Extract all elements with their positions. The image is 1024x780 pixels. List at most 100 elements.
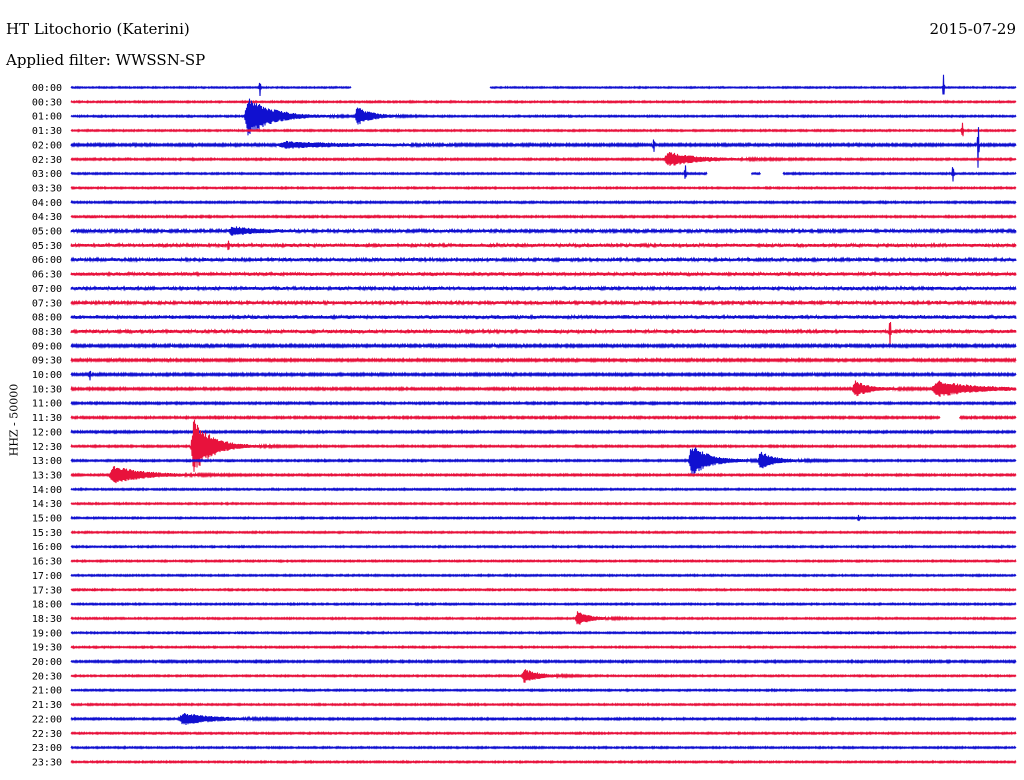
time-tick-label: 18:00 [32, 600, 62, 611]
record-date: 2015-07-29 [929, 20, 1016, 38]
seismogram-trace-1900 [70, 630, 1017, 636]
seismogram-trace-2200 [70, 713, 1017, 726]
seismogram-trace-1600 [70, 544, 1017, 550]
filter-label: Applied filter: WWSSN-SP [6, 51, 206, 69]
time-tick-label: 06:00 [32, 255, 62, 266]
time-tick-label: 08:30 [32, 327, 62, 338]
seismogram-trace-0530 [70, 240, 1017, 251]
time-tick-label: 20:00 [32, 657, 62, 668]
time-tick-label: 23:00 [32, 743, 62, 754]
seismogram-trace-1430 [70, 501, 1017, 507]
time-tick-label: 08:00 [32, 313, 62, 324]
time-tick-label: 01:30 [32, 126, 62, 137]
time-tick-labels: 00:00 00:30 01:00 01:30 02:00 02:30 03:00 03:30… [32, 83, 62, 768]
time-tick-label: 12:00 [32, 427, 62, 438]
time-tick-label: 11:00 [32, 399, 62, 410]
seismogram-trace-0930 [70, 356, 1017, 364]
seismogram-trace-0200 [70, 127, 1017, 168]
time-tick-label: 23:30 [32, 757, 62, 768]
seismogram-trace-1830 [70, 611, 1017, 625]
seismogram-trace-2300 [70, 745, 1017, 751]
time-tick-label: 09:30 [32, 356, 62, 367]
seismogram-trace-1800 [70, 601, 1017, 607]
time-tick-label: 00:00 [32, 83, 62, 94]
time-tick-label: 18:30 [32, 614, 62, 625]
seismogram-trace-1330 [70, 466, 1017, 484]
seismogram-trace-1700 [70, 572, 1017, 578]
time-tick-label: 15:00 [32, 514, 62, 525]
seismogram-trace-1930 [70, 644, 1017, 650]
time-tick-label: 21:30 [32, 700, 62, 711]
seismogram-trace-2100 [70, 687, 1017, 693]
seismogram-trace-2330 [70, 759, 1017, 765]
time-tick-label: 03:30 [32, 183, 62, 194]
seismogram-trace-1100 [70, 400, 1017, 407]
seismogram-trace-1500 [70, 514, 1017, 522]
seismogram-trace-1130 [70, 414, 1017, 421]
seismogram-trace-2000 [70, 658, 1017, 665]
time-tick-label: 04:00 [32, 198, 62, 209]
time-tick-label: 21:00 [32, 686, 62, 697]
time-tick-label: 19:00 [32, 628, 62, 639]
seismogram-trace-0100 [70, 98, 1017, 136]
time-tick-label: 11:30 [32, 413, 62, 424]
time-tick-label: 05:00 [32, 227, 62, 238]
seismogram-trace-0000 [70, 74, 1017, 97]
seismogram-trace-0800 [70, 313, 1017, 321]
seismogram-trace-0630 [70, 270, 1017, 278]
time-tick-label: 07:00 [32, 284, 62, 295]
time-tick-label: 02:30 [32, 155, 62, 166]
time-tick-label: 06:30 [32, 270, 62, 281]
seismogram-trace-0330 [70, 185, 1017, 191]
seismogram-trace-1630 [70, 558, 1017, 564]
seismogram-trace-0130 [70, 122, 1017, 137]
seismogram-trace-0500 [70, 226, 1017, 236]
time-tick-label: 16:30 [32, 557, 62, 568]
time-tick-label: 19:30 [32, 643, 62, 654]
seismogram-trace-0400 [70, 199, 1017, 205]
time-tick-label: 13:30 [32, 470, 62, 481]
time-tick-label: 09:00 [32, 341, 62, 352]
seismogram-trace-0830 [70, 321, 1017, 347]
seismogram-trace-1030 [70, 380, 1017, 397]
time-tick-label: 14:30 [32, 499, 62, 510]
time-tick-label: 20:30 [32, 671, 62, 682]
seismogram-trace-2130 [70, 702, 1017, 708]
time-tick-label: 17:30 [32, 585, 62, 596]
time-tick-label: 15:30 [32, 528, 62, 539]
seismogram-traces [70, 74, 1017, 765]
time-tick-label: 02:00 [32, 140, 62, 151]
seismogram-trace-2030 [70, 669, 1017, 683]
time-tick-label: 10:30 [32, 384, 62, 395]
seismogram-trace-0230 [70, 151, 1017, 166]
seismogram-trace-1530 [70, 529, 1017, 535]
time-tick-label: 10:00 [32, 370, 62, 381]
seismogram-trace-0700 [70, 285, 1017, 292]
seismogram-trace-0430 [70, 213, 1017, 220]
time-tick-label: 14:00 [32, 485, 62, 496]
time-tick-label: 13:00 [32, 456, 62, 467]
time-tick-label: 04:30 [32, 212, 62, 223]
seismogram-trace-0030 [70, 99, 1017, 105]
seismogram-trace-0900 [70, 342, 1017, 350]
time-tick-label: 17:00 [32, 571, 62, 582]
seismogram-trace-0300 [70, 165, 1017, 182]
seismogram-trace-0730 [70, 299, 1017, 307]
time-tick-label: 01:00 [32, 112, 62, 123]
seismogram-trace-2230 [70, 730, 1017, 736]
seismogram-trace-1230 [70, 419, 1017, 472]
seismogram-trace-0600 [70, 256, 1017, 264]
time-tick-label: 22:00 [32, 714, 62, 725]
time-tick-label: 16:00 [32, 542, 62, 553]
station-title: HT Litochorio (Katerini) [6, 20, 190, 38]
seismogram-trace-1730 [70, 587, 1017, 593]
time-tick-label: 22:30 [32, 729, 62, 740]
seismogram-trace-1000 [70, 370, 1017, 381]
time-tick-label: 00:30 [32, 97, 62, 108]
time-tick-label: 07:30 [32, 298, 62, 309]
seismogram-trace-1200 [70, 428, 1017, 435]
time-tick-label: 12:30 [32, 442, 62, 453]
time-tick-label: 03:00 [32, 169, 62, 180]
seismogram-trace-1400 [70, 486, 1017, 492]
